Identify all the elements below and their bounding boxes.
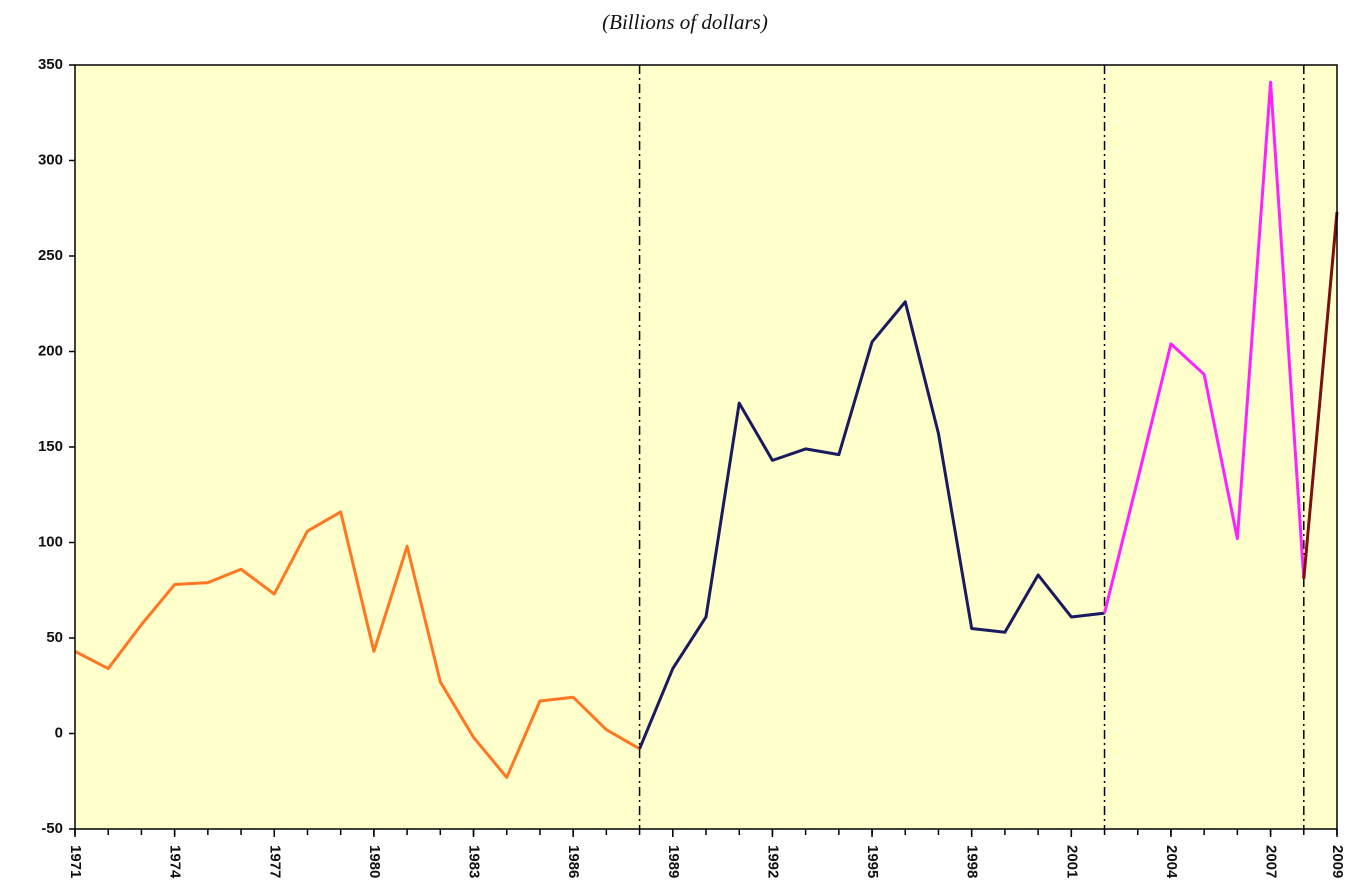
y-tick-label: 150 <box>38 438 63 455</box>
y-tick-label: 250 <box>38 247 63 264</box>
y-tick-label: -50 <box>41 820 63 837</box>
y-tick-label: 100 <box>38 533 63 550</box>
y-tick-label: 50 <box>46 629 63 646</box>
x-tick-label: 1989 <box>665 845 682 878</box>
x-tick-label: 2009 <box>1329 845 1346 878</box>
plot-area <box>75 65 1337 829</box>
x-tick-label: 1998 <box>964 845 981 878</box>
x-tick-label: 2004 <box>1163 845 1180 879</box>
chart-subtitle: (Billions of dollars) <box>602 10 768 34</box>
plot-border <box>74 64 1338 830</box>
x-tick-label: 2001 <box>1063 845 1080 878</box>
x-tick-label: 1971 <box>67 845 84 878</box>
x-tick-label: 1986 <box>565 845 582 878</box>
y-tick-label: 350 <box>38 56 63 73</box>
x-tick-label: 1977 <box>266 845 283 878</box>
y-tick-label: 200 <box>38 342 63 359</box>
x-tick-label: 1995 <box>864 845 881 878</box>
x-tick-label: 1983 <box>466 845 483 878</box>
y-tick-label: 0 <box>55 724 63 741</box>
x-tick-label: 1980 <box>366 845 383 878</box>
data-line <box>74 510 641 779</box>
data-line <box>638 300 1105 750</box>
y-tick-label: 300 <box>38 151 63 168</box>
x-tick-label: 1974 <box>167 845 184 879</box>
data-line <box>1103 80 1306 614</box>
x-tick-label: 2007 <box>1263 845 1280 878</box>
x-tick-label: 1992 <box>764 845 781 878</box>
data-line <box>1302 211 1339 579</box>
